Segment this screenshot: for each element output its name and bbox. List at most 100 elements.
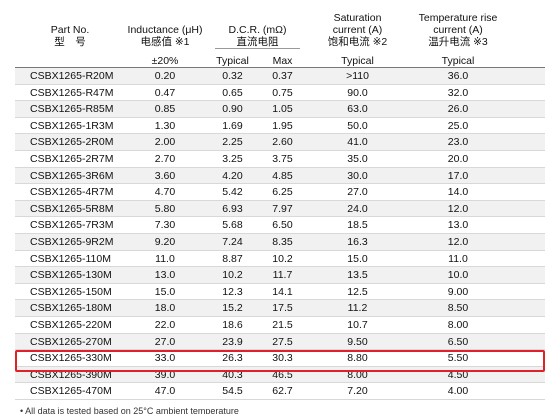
cell-value: 6.50: [447, 335, 469, 348]
cell-value: 30.0: [347, 169, 368, 182]
cell-value: 15.0: [154, 285, 176, 298]
cell-value: >110: [346, 70, 369, 82]
cell-value: 8.00: [447, 319, 469, 331]
header-saturation: current (A): [332, 24, 383, 36]
cell-value: 10.2: [222, 269, 243, 282]
cell-part-no: CSBX1265-9R2M: [30, 236, 114, 248]
cell-part-no: CSBX1265-R20M: [30, 70, 114, 82]
cell-value: 0.47: [154, 86, 176, 99]
subheader: Typical: [216, 55, 249, 67]
cell-value: 41.0: [347, 136, 368, 149]
cell-part-no: CSBX1265-180M: [30, 302, 112, 315]
table-row: CSBX1265-4R7M 4.70 5.42 6.25 27.0 14.0: [15, 184, 545, 201]
subheader: Typical: [341, 55, 374, 67]
cell-value: 0.37: [272, 70, 293, 82]
cell-value: 1.30: [154, 119, 176, 132]
cell-value: 15.0: [347, 252, 368, 265]
cell-value: 18.0: [154, 302, 176, 315]
cell-value: 6.93: [222, 202, 243, 215]
cell-part-no: CSBX1265-4R7M: [30, 186, 114, 199]
cell-value: 6.25: [272, 186, 293, 199]
table-row: CSBX1265-2R7M 2.70 3.25 3.75 35.0 20.0: [15, 151, 545, 168]
table-row: CSBX1265-220M 22.0 18.6 21.5 10.7 8.00: [15, 317, 545, 334]
cell-value: 2.00: [154, 136, 176, 149]
cell-value: 14.0: [447, 186, 469, 199]
cell-value: 10.2: [272, 252, 293, 265]
cell-value: 24.0: [347, 202, 368, 215]
cell-value: 0.32: [222, 70, 243, 82]
cell-value: 7.20: [347, 385, 368, 398]
cell-part-no: CSBX1265-2R7M: [30, 153, 114, 165]
cell-part-no: CSBX1265-R47M: [30, 86, 114, 99]
cell-value: 26.3: [222, 352, 243, 365]
cell-value: 11.0: [448, 252, 468, 265]
cell-value: 0.65: [222, 86, 243, 99]
cell-value: 14.1: [272, 285, 293, 298]
cell-part-no: CSBX1265-470M: [30, 385, 112, 398]
cell-value: 8.87: [222, 252, 243, 265]
cell-part-no: CSBX1265-270M: [30, 335, 112, 348]
cell-value: 8.80: [347, 352, 368, 365]
cell-value: 0.85: [154, 103, 176, 116]
cell-value: 12.0: [447, 202, 469, 215]
cell-value: 18.5: [347, 219, 368, 232]
cell-value: 17.0: [447, 169, 469, 182]
header-dcr: D.C.R. (mΩ): [228, 24, 287, 36]
cell-value: 4.70: [154, 186, 176, 199]
cell-value: 54.5: [222, 385, 243, 398]
cell-value: 32.0: [447, 86, 469, 99]
cell-value: 63.0: [347, 103, 368, 116]
cell-value: 3.60: [154, 169, 176, 182]
cell-value: 1.05: [272, 103, 293, 116]
cell-value: 3.75: [272, 153, 293, 165]
cell-value: 7.24: [222, 236, 243, 248]
table-row: CSBX1265-110M 11.0 8.87 10.2 15.0 11.0: [15, 251, 545, 268]
cell-value: 22.0: [154, 319, 176, 331]
header-saturation-cn: 饱和电流 ※2: [327, 36, 388, 48]
cell-value: 21.5: [272, 319, 293, 331]
cell-part-no: CSBX1265-5R8M: [30, 202, 114, 215]
cell-value: 7.97: [272, 202, 293, 215]
cell-value: 13.5: [347, 269, 368, 282]
table-row: CSBX1265-150M 15.0 12.3 14.1 12.5 9.00: [15, 284, 545, 301]
cell-value: 0.90: [222, 103, 243, 116]
subheader: ±20%: [151, 55, 179, 67]
cell-part-no: CSBX1265-110M: [30, 252, 111, 265]
cell-value: 2.60: [272, 136, 293, 149]
table-row: CSBX1265-270M 27.0 23.9 27.5 9.50 6.50: [15, 333, 545, 351]
header-inductance-cn: 电感值 ※1: [140, 36, 190, 48]
header-dcr-cn: 直流电阻: [236, 36, 279, 48]
table-row: CSBX1265-5R8M 5.80 6.93 7.97 24.0 12.0: [15, 200, 545, 218]
header-inductance: Inductance (μH): [127, 24, 203, 36]
cell-value: 62.7: [272, 385, 293, 398]
cell-value: 8.35: [272, 236, 293, 248]
cell-part-no: CSBX1265-7R3M: [30, 219, 114, 232]
cell-part-no: CSBX1265-1R3M: [30, 119, 114, 132]
cell-value: 26.0: [447, 103, 469, 116]
cell-value: 11.7: [272, 269, 293, 282]
header-temp-rise-cn: 温升电流 ※3: [428, 36, 488, 48]
table-row: CSBX1265-R20M 0.20 0.32 0.37 >110 36.0: [15, 68, 545, 85]
table-row: CSBX1265-330M 33.0 26.3 30.3 8.80 5.50: [15, 350, 545, 367]
cell-value: 11.2: [347, 302, 368, 315]
cell-value: 27.5: [272, 335, 293, 348]
cell-value: 4.00: [447, 385, 469, 398]
cell-value: 5.50: [447, 352, 469, 365]
table-row: CSBX1265-130M 13.0 10.2 11.7 13.5 10.0: [15, 267, 545, 284]
cell-value: 35.0: [347, 153, 368, 165]
header-rule: [15, 67, 545, 68]
cell-value: 9.00: [447, 285, 469, 298]
cell-value: 12.5: [347, 285, 368, 298]
header-temp-rise: current (A): [433, 24, 483, 36]
footnote: • All data is tested based on 25°C ambie…: [20, 406, 239, 414]
cell-value: 13.0: [154, 269, 176, 282]
cell-part-no: CSBX1265-220M: [30, 319, 112, 331]
cell-value: 20.0: [447, 153, 469, 165]
cell-value: 11.0: [155, 252, 175, 265]
cell-value: 47.0: [154, 385, 176, 398]
cell-part-no: CSBX1265-3R6M: [30, 169, 114, 182]
cell-value: 25.0: [447, 119, 469, 132]
table-row: CSBX1265-180M 18.0 15.2 17.5 11.2 8.50: [15, 300, 545, 317]
cell-value: 16.3: [347, 236, 368, 248]
